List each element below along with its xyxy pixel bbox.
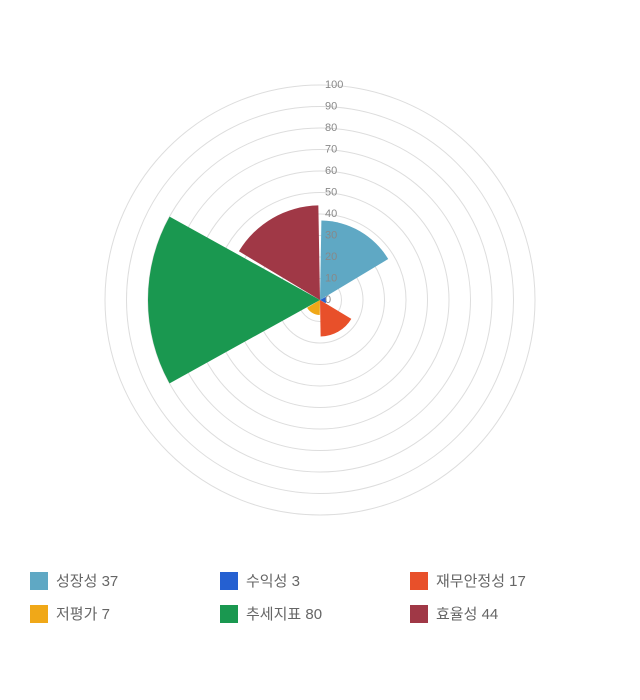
axis-tick-label: 100 bbox=[325, 79, 343, 91]
legend-item-4: 추세지표 80 bbox=[220, 603, 410, 624]
axis-tick-label: 30 bbox=[325, 230, 337, 242]
axis-tick-label: 20 bbox=[325, 251, 337, 263]
chart-legend: 성장성 37 수익성 3 재무안정성 17 저평가 7 추세지표 80 효율성 44 bbox=[0, 560, 640, 646]
legend-item-3: 저평가 7 bbox=[30, 603, 220, 624]
legend-swatch bbox=[30, 572, 48, 590]
legend-swatch bbox=[220, 572, 238, 590]
legend-item-0: 성장성 37 bbox=[30, 570, 220, 591]
legend-item-2: 재무안정성 17 bbox=[410, 570, 600, 591]
axis-tick-label: 60 bbox=[325, 165, 337, 177]
polar-chart-container: 0 10 20 30 40 50 60 70 80 90 100 bbox=[0, 0, 640, 560]
legend-label: 추세지표 80 bbox=[246, 603, 322, 624]
legend-label: 성장성 37 bbox=[56, 570, 118, 591]
legend-swatch bbox=[410, 605, 428, 623]
axis-tick-label: 40 bbox=[325, 208, 337, 220]
legend-label: 재무안정성 17 bbox=[436, 570, 526, 591]
legend-item-1: 수익성 3 bbox=[220, 570, 410, 591]
legend-item-5: 효율성 44 bbox=[410, 603, 600, 624]
axis-tick-label: 0 bbox=[325, 294, 331, 306]
axis-tick-label: 70 bbox=[325, 144, 337, 156]
legend-label: 수익성 3 bbox=[246, 570, 300, 591]
legend-swatch bbox=[410, 572, 428, 590]
axis-tick-label: 50 bbox=[325, 187, 337, 199]
axis-tick-label: 80 bbox=[325, 122, 337, 134]
legend-swatch bbox=[220, 605, 238, 623]
legend-swatch bbox=[30, 605, 48, 623]
legend-label: 저평가 7 bbox=[56, 603, 110, 624]
axis-tick-label: 90 bbox=[325, 101, 337, 113]
polar-chart-svg: 0 10 20 30 40 50 60 70 80 90 100 bbox=[0, 0, 640, 560]
legend-label: 효율성 44 bbox=[436, 603, 498, 624]
axis-tick-label: 10 bbox=[325, 273, 337, 285]
